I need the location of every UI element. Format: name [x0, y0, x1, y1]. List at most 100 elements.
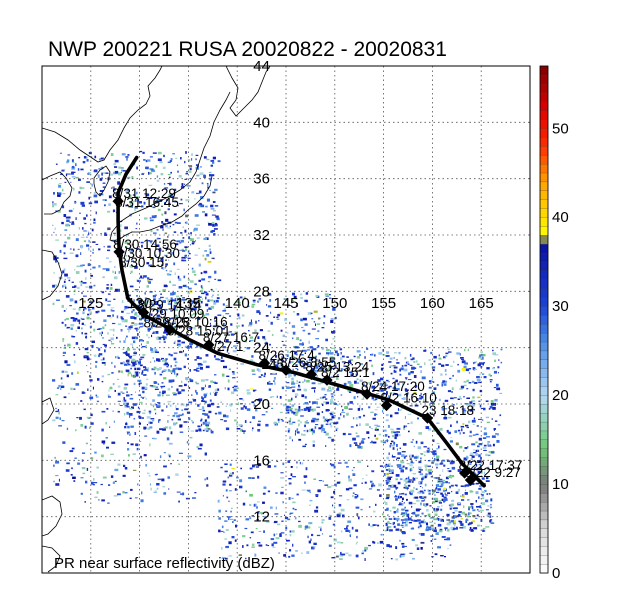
reflectivity-pixel [459, 527, 464, 529]
reflectivity-pixel [52, 201, 54, 203]
reflectivity-pixel [487, 443, 489, 446]
reflectivity-pixel [368, 506, 371, 508]
reflectivity-pixel [382, 429, 387, 432]
reflectivity-pixel [223, 365, 227, 369]
reflectivity-pixel [193, 326, 196, 330]
reflectivity-pixel [331, 557, 336, 559]
reflectivity-pixel [389, 357, 393, 360]
reflectivity-pixel [177, 393, 180, 395]
reflectivity-pixel [431, 451, 436, 453]
reflectivity-pixel [424, 483, 427, 487]
reflectivity-pixel [482, 363, 484, 366]
colorbar-bin [539, 350, 549, 360]
reflectivity-pixel [466, 518, 468, 520]
reflectivity-pixel [80, 264, 83, 267]
reflectivity-pixel [149, 412, 151, 415]
reflectivity-pixel [81, 322, 84, 325]
reflectivity-pixel [494, 354, 499, 356]
reflectivity-pixel [108, 245, 111, 248]
reflectivity-pixel [297, 388, 302, 391]
reflectivity-pixel [394, 412, 399, 415]
reflectivity-pixel [221, 525, 224, 529]
reflectivity-pixel [77, 319, 81, 322]
reflectivity-pixel [155, 386, 159, 389]
reflectivity-pixel [281, 356, 283, 358]
reflectivity-pixel [172, 224, 175, 226]
reflectivity-pixel [289, 534, 292, 537]
reflectivity-pixel [126, 411, 129, 415]
reflectivity-pixel [169, 241, 172, 244]
reflectivity-pixel [204, 400, 207, 404]
reflectivity-pixel [447, 348, 450, 351]
reflectivity-pixel [112, 410, 114, 412]
reflectivity-pixel [206, 421, 211, 425]
reflectivity-pixel [163, 492, 167, 495]
reflectivity-pixel [163, 154, 165, 158]
reflectivity-pixel [487, 505, 490, 507]
reflectivity-pixel [289, 357, 291, 360]
reflectivity-pixel [451, 527, 455, 531]
reflectivity-pixel [402, 514, 406, 517]
reflectivity-pixel [423, 399, 425, 402]
reflectivity-pixel [376, 425, 381, 427]
reflectivity-pixel [403, 502, 405, 504]
reflectivity-pixel [330, 393, 334, 395]
reflectivity-pixel [225, 510, 228, 512]
reflectivity-pixel [100, 233, 102, 235]
reflectivity-pixel [252, 464, 255, 468]
reflectivity-pixel [134, 208, 136, 212]
reflectivity-pixel [312, 356, 315, 358]
reflectivity-pixel [167, 183, 171, 185]
reflectivity-pixel [198, 408, 202, 410]
reflectivity-pixel [481, 419, 484, 421]
reflectivity-pixel [157, 336, 162, 340]
reflectivity-pixel [150, 349, 153, 351]
reflectivity-pixel [91, 340, 95, 343]
reflectivity-pixel [252, 300, 256, 303]
reflectivity-pixel [230, 518, 234, 520]
reflectivity-pixel [171, 372, 173, 375]
reflectivity-pixel [215, 215, 219, 218]
reflectivity-pixel [402, 492, 404, 494]
reflectivity-pixel [152, 438, 157, 440]
reflectivity-pixel [88, 202, 93, 205]
reflectivity-pixel [465, 484, 470, 487]
reflectivity-pixel [98, 328, 102, 330]
reflectivity-pixel [289, 530, 292, 533]
reflectivity-pixel [140, 241, 144, 244]
reflectivity-pixel [163, 331, 166, 334]
reflectivity-pixel [404, 493, 407, 496]
reflectivity-pixel [360, 498, 364, 501]
reflectivity-pixel [93, 170, 97, 173]
reflectivity-pixel [172, 321, 176, 323]
reflectivity-pixel [311, 429, 315, 433]
reflectivity-pixel [198, 365, 201, 367]
reflectivity-pixel [385, 523, 388, 526]
reflectivity-pixel [445, 476, 449, 480]
reflectivity-pixel [429, 521, 433, 523]
reflectivity-pixel [305, 406, 310, 410]
reflectivity-pixel [84, 269, 87, 273]
reflectivity-pixel [169, 280, 171, 284]
colorbar-bin [539, 137, 549, 147]
reflectivity-pixel [188, 170, 192, 173]
reflectivity-pixel [187, 278, 190, 281]
reflectivity-pixel [348, 487, 353, 490]
reflectivity-pixel [415, 440, 418, 444]
reflectivity-pixel [330, 389, 332, 392]
reflectivity-pixel [92, 307, 95, 310]
reflectivity-pixel [396, 519, 399, 522]
reflectivity-pixel [464, 513, 468, 516]
reflectivity-pixel [143, 317, 145, 319]
reflectivity-pixel [423, 496, 427, 499]
overpass-time-label: 8/28 15:01 [167, 323, 231, 338]
reflectivity-pixel [54, 227, 56, 231]
reflectivity-pixel [432, 439, 435, 442]
reflectivity-pixel [187, 345, 190, 349]
reflectivity-pixel [188, 387, 191, 389]
reflectivity-pixel [120, 229, 122, 232]
reflectivity-pixel [404, 520, 408, 523]
reflectivity-pixel [178, 174, 182, 178]
reflectivity-pixel [444, 492, 446, 495]
reflectivity-pixel [56, 299, 60, 301]
